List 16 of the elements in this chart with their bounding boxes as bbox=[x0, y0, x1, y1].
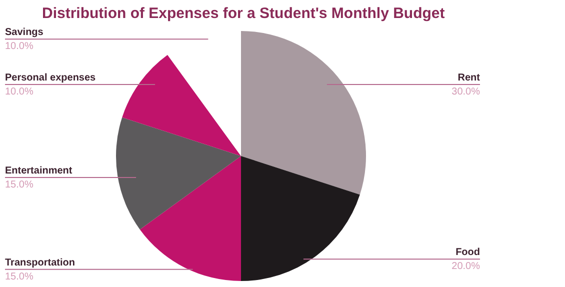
slice-label: Personal expenses bbox=[5, 72, 96, 84]
pie-slice bbox=[241, 156, 360, 281]
data-label: 10.0% bbox=[5, 41, 34, 52]
slice-label: Transportation bbox=[5, 257, 76, 268]
slice-label: Rent bbox=[458, 72, 481, 84]
slice-label: Savings bbox=[5, 27, 44, 38]
pie-slice bbox=[241, 31, 366, 195]
pie-slice bbox=[116, 117, 241, 230]
data-label: 20.0% bbox=[452, 261, 480, 272]
data-label: 15.0% bbox=[5, 271, 34, 282]
data-label: 10.0% bbox=[5, 86, 34, 98]
data-label: 15.0% bbox=[5, 180, 34, 191]
slice-label: Food bbox=[456, 247, 480, 258]
chart-title: Distribution of Expenses for a Student's Monthly Budget bbox=[42, 5, 445, 22]
data-label: 30.0% bbox=[452, 86, 480, 98]
slice-label: Entertainment bbox=[5, 166, 73, 177]
